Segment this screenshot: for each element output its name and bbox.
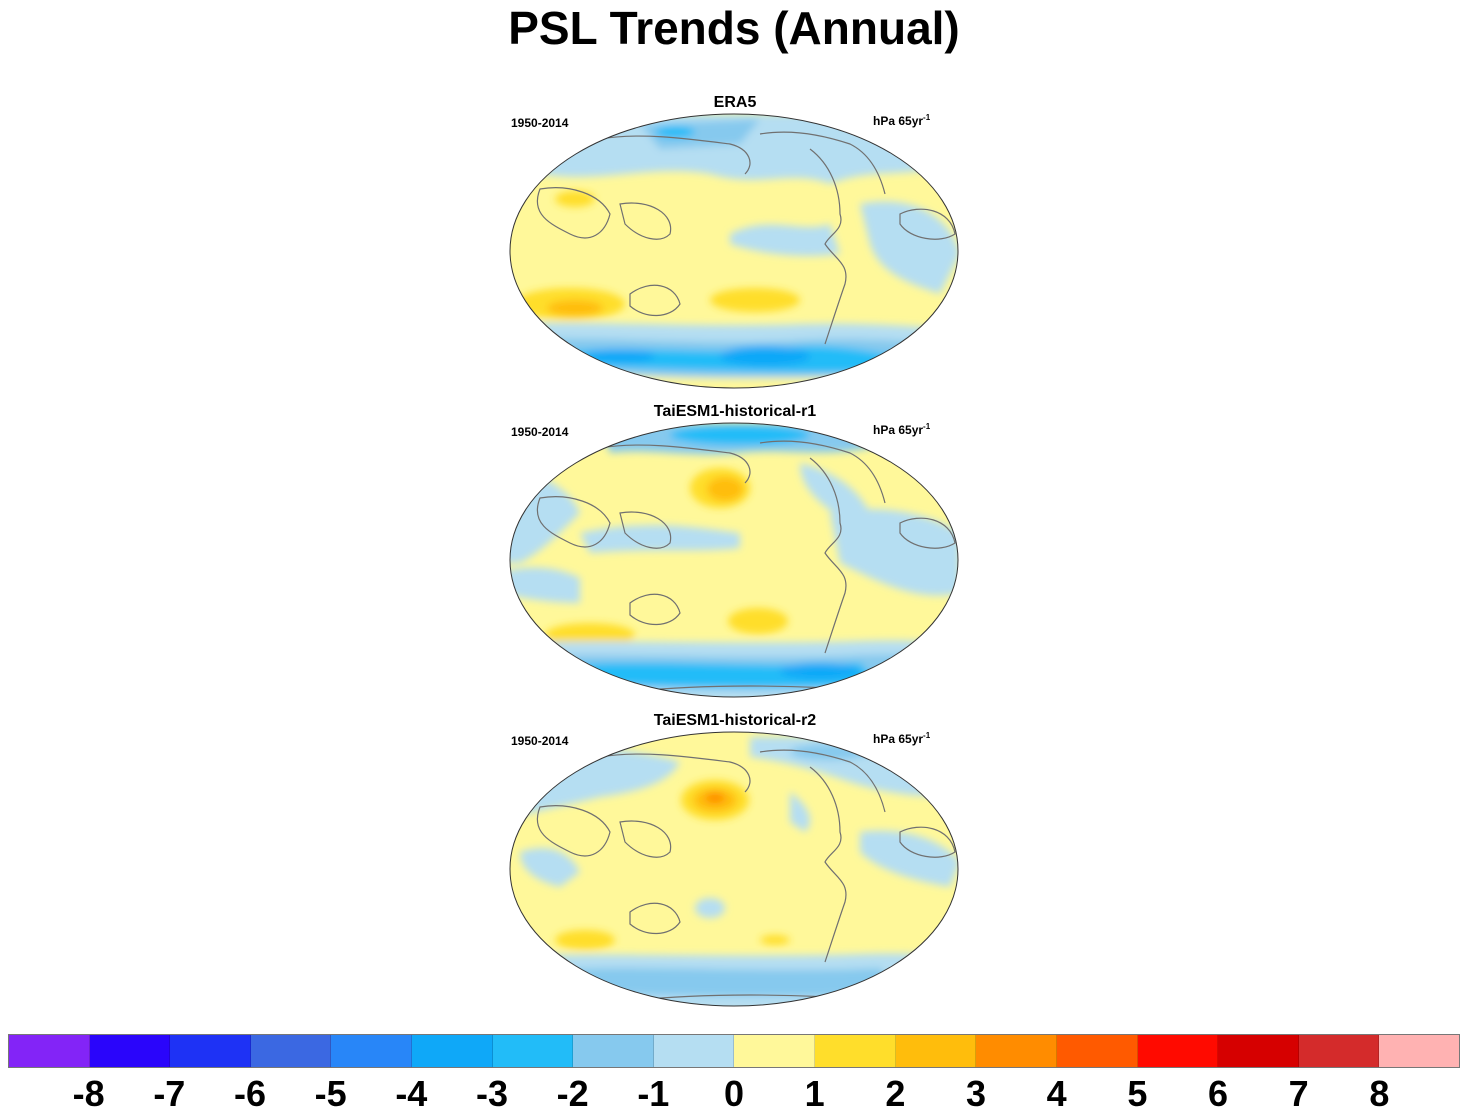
colorbar-box [976, 1035, 1057, 1067]
colorbar-tick-label: 5 [1127, 1073, 1148, 1114]
trend-map [500, 403, 970, 698]
colorbar-tick-label: -7 [153, 1073, 186, 1114]
period-label: 1950-2014 [511, 425, 569, 439]
colorbar-box [1298, 1035, 1380, 1067]
colorbar-box [331, 1035, 413, 1067]
colorbar-box [1379, 1035, 1459, 1067]
colorbar-labels: -8 -7 -6 -5 -4 -3 -2 -1 0 1 2 3 4 5 6 7 8 [0, 1072, 1468, 1117]
units-label: hPa 65yr-1 [873, 731, 931, 746]
colorbar-box [895, 1035, 977, 1067]
trend-map [500, 94, 970, 389]
period-label: 1950-2014 [511, 116, 569, 130]
colorbar-box [412, 1035, 493, 1067]
colorbar-tick-label: 0 [723, 1073, 745, 1114]
colorbar-tick-label: 8 [1369, 1073, 1390, 1114]
colorbar-box [250, 1035, 332, 1067]
colorbar-box [170, 1035, 251, 1067]
colorbar-box [9, 1035, 90, 1067]
panel-title: TaiESM1-historical-r2 [653, 712, 817, 729]
period-label: 1950-2014 [511, 734, 569, 748]
colorbar-tick-label: -5 [314, 1073, 347, 1114]
colorbar-box [1056, 1035, 1138, 1067]
map-panel-taiesm1-r2: TaiESM1-historical-r2 1950-2014 hPa 65yr… [500, 712, 970, 1012]
colorbar-tick-label: -2 [556, 1073, 589, 1114]
colorbar-tick-label: 3 [965, 1073, 987, 1114]
colorbar [8, 1034, 1460, 1068]
panel-title: ERA5 [713, 94, 757, 111]
colorbar-tick-label: 1 [804, 1073, 825, 1114]
colorbar-box [89, 1035, 171, 1067]
colorbar-tick-label: -6 [233, 1073, 266, 1114]
colorbar-tick-label: 2 [885, 1073, 906, 1114]
colorbar-box [815, 1035, 896, 1067]
figure-title: PSL Trends (Annual) [508, 2, 960, 54]
colorbar-tick-label: 7 [1288, 1073, 1309, 1114]
map-panel-taiesm1-r1: TaiESM1-historical-r1 1950-2014 hPa 65yr… [500, 403, 970, 703]
units-label: hPa 65yr-1 [873, 113, 931, 128]
colorbar-box [492, 1035, 574, 1067]
colorbar-box [1218, 1035, 1299, 1067]
trend-map [500, 712, 970, 1007]
colorbar-box [653, 1035, 735, 1067]
colorbar-tick-label: -8 [72, 1073, 105, 1114]
colorbar-tick-label: -1 [637, 1073, 670, 1114]
colorbar-tick-label: -4 [395, 1073, 428, 1114]
colorbar-box [734, 1035, 816, 1067]
panel-title: TaiESM1-historical-r1 [653, 403, 817, 420]
colorbar-tick-label: 6 [1207, 1073, 1229, 1114]
units-label: hPa 65yr-1 [873, 422, 931, 437]
map-panel-era5: ERA5 1950-2014 hPa 65yr-1 [500, 94, 970, 394]
colorbar-tick-label: 4 [1046, 1073, 1067, 1114]
colorbar-box [573, 1035, 654, 1067]
colorbar-box [1137, 1035, 1219, 1067]
colorbar-tick-label: -3 [475, 1073, 508, 1114]
